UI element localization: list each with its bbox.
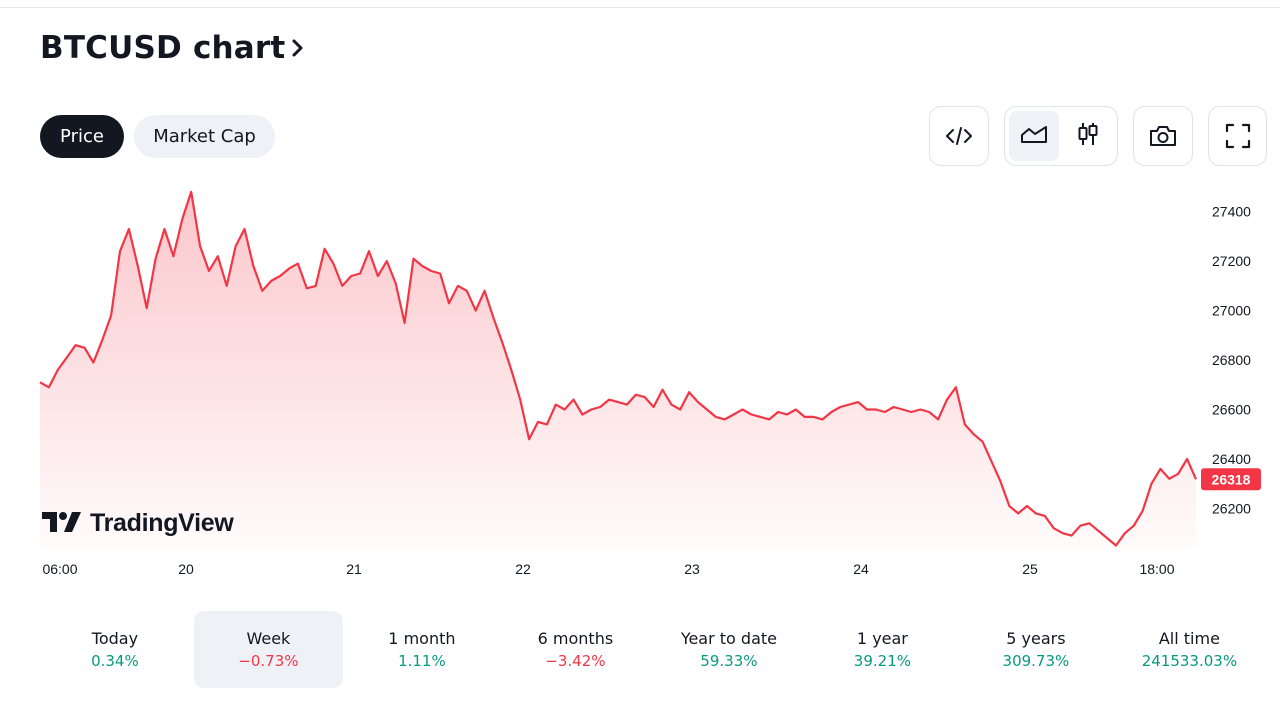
perf-all-time[interactable]: All time 241533.03% bbox=[1115, 611, 1265, 688]
x-tick-label: 06:00 bbox=[42, 561, 77, 577]
chevron-right-icon bbox=[291, 37, 305, 59]
candlestick-icon bbox=[1076, 121, 1100, 151]
page-title-text: BTCUSD chart bbox=[40, 30, 286, 66]
tradingview-logo: TradingView bbox=[42, 509, 234, 538]
price-line bbox=[39, 190, 1198, 547]
perf-1-month[interactable]: 1 month 1.11% bbox=[347, 611, 497, 688]
perf-label: Year to date bbox=[680, 628, 777, 648]
fullscreen-icon bbox=[1209, 107, 1266, 165]
camera-icon bbox=[1134, 107, 1192, 165]
y-tick-label: 26800 bbox=[1212, 352, 1251, 368]
x-tick-label: 24 bbox=[853, 561, 869, 577]
perf-value: 1.11% bbox=[398, 651, 446, 670]
x-tick-label: 21 bbox=[346, 561, 362, 577]
perf-5-years[interactable]: 5 years 309.73% bbox=[961, 611, 1111, 688]
perf-label: All time bbox=[1158, 628, 1220, 648]
perf-label: 1 year bbox=[856, 628, 908, 648]
page-title[interactable]: BTCUSD chart bbox=[40, 30, 305, 66]
perf-today[interactable]: Today 0.34% bbox=[40, 611, 190, 688]
y-tick-label: 26200 bbox=[1212, 500, 1251, 516]
embed-button[interactable] bbox=[929, 106, 989, 166]
tab-price[interactable]: Price bbox=[40, 115, 124, 158]
candlestick-chart-button[interactable] bbox=[1063, 111, 1113, 161]
tab-price-label: Price bbox=[60, 126, 104, 147]
x-tick-label: 25 bbox=[1022, 561, 1038, 577]
perf-week[interactable]: Week −0.73% bbox=[193, 611, 344, 688]
x-tick-label: 20 bbox=[178, 561, 194, 577]
perf-value: 0.34% bbox=[91, 651, 139, 670]
price-chart[interactable]: 27400 27200 27000 26800 26600 26400 26200 06:0… bbox=[0, 170, 1280, 585]
perf-value: −0.73% bbox=[238, 651, 299, 670]
perf-label: 6 months bbox=[537, 628, 614, 648]
perf-value: 39.21% bbox=[853, 651, 911, 670]
area-chart-icon bbox=[1020, 123, 1048, 149]
last-price-tag bbox=[1201, 468, 1261, 491]
code-icon bbox=[930, 107, 988, 165]
price-area-fill bbox=[40, 191, 1196, 548]
area-chart-button[interactable] bbox=[1009, 111, 1059, 161]
snapshot-button[interactable] bbox=[1133, 106, 1193, 166]
y-tick-label: 27000 bbox=[1212, 303, 1251, 319]
perf-value: −3.42% bbox=[545, 651, 606, 670]
chart-type-group bbox=[1004, 106, 1118, 166]
y-tick-label: 26400 bbox=[1212, 451, 1251, 467]
perf-label: Week bbox=[246, 628, 291, 648]
perf-label: 1 month bbox=[388, 628, 456, 648]
x-tick-label: 22 bbox=[515, 561, 531, 577]
fullscreen-button[interactable] bbox=[1208, 106, 1267, 166]
x-tick-label: 18:00 bbox=[1139, 561, 1174, 577]
perf-label: 5 years bbox=[1006, 628, 1066, 648]
perf-label: Today bbox=[91, 628, 139, 648]
tradingview-logo-icon bbox=[42, 511, 82, 537]
perf-value: 59.33% bbox=[700, 651, 758, 670]
tradingview-logo-text: TradingView bbox=[90, 509, 234, 537]
tab-market-cap-label: Market Cap bbox=[153, 126, 256, 147]
x-tick-label: 23 bbox=[684, 561, 700, 577]
perf-1-year[interactable]: 1 year 39.21% bbox=[808, 611, 958, 688]
y-tick-label: 27400 bbox=[1212, 204, 1251, 220]
tab-market-cap[interactable]: Market Cap bbox=[134, 115, 275, 158]
y-tick-label: 26600 bbox=[1212, 402, 1251, 418]
perf-6-months[interactable]: 6 months −3.42% bbox=[501, 611, 651, 688]
perf-value: 309.73% bbox=[1002, 651, 1070, 670]
performance-bar: Today 0.34% Week −0.73% 1 month 1.11% 6 … bbox=[40, 611, 1268, 688]
perf-year-to-date[interactable]: Year to date 59.33% bbox=[654, 611, 804, 688]
perf-value: 241533.03% bbox=[1141, 651, 1238, 670]
y-tick-label: 27200 bbox=[1212, 253, 1251, 269]
last-price-label: 26318 bbox=[1212, 471, 1251, 487]
top-divider bbox=[0, 7, 1280, 8]
